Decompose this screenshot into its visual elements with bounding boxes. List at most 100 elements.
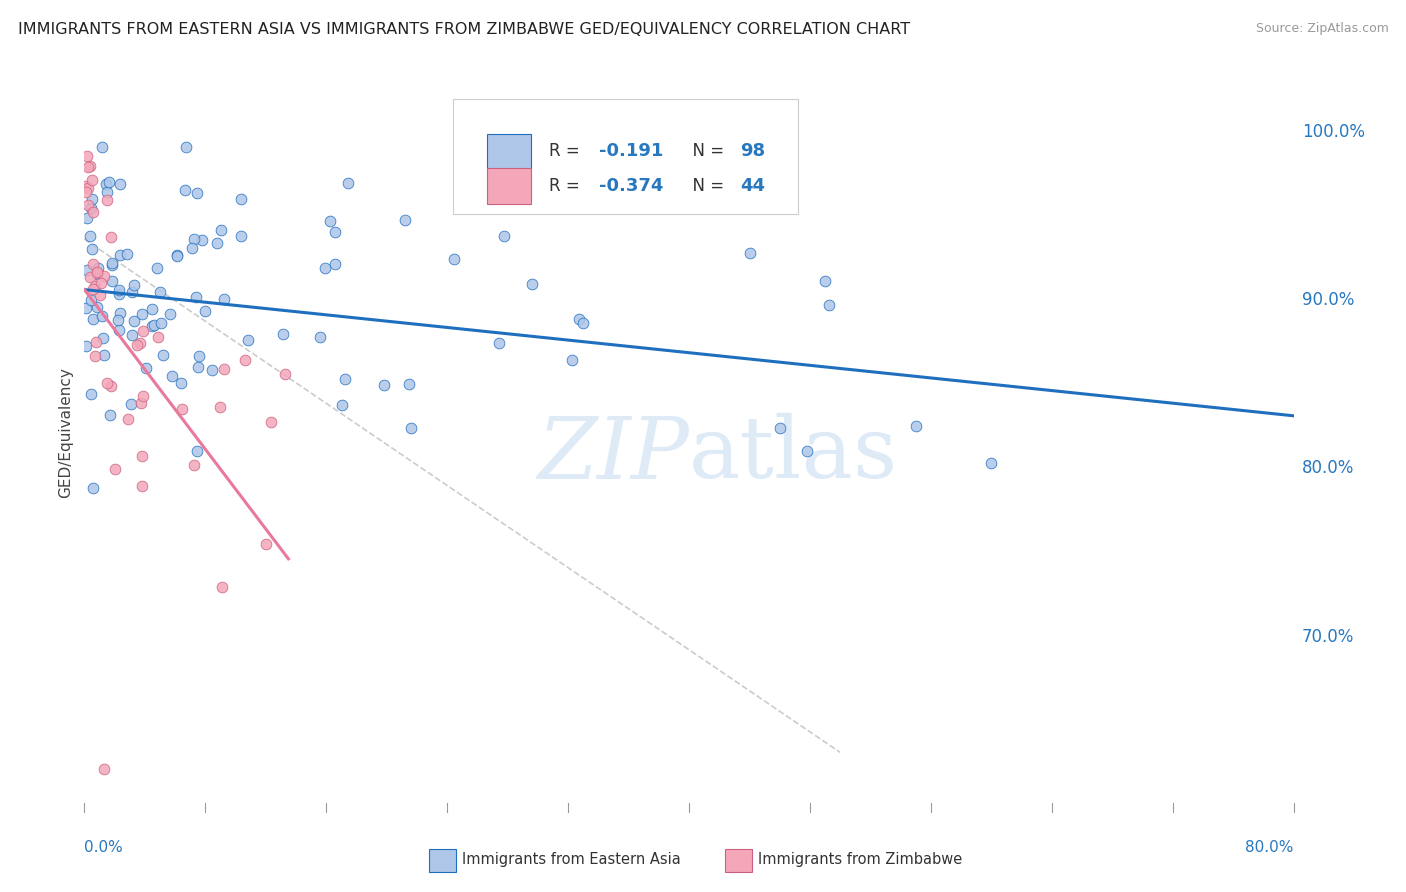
Point [166,248,188,262]
Text: IMMIGRANTS FROM EASTERN ASIA VS IMMIGRANTS FROM ZIMBABWE GED/EQUIVALENCY CORRELA: IMMIGRANTS FROM EASTERN ASIA VS IMMIGRAN… [18,22,911,37]
Point [394,213,416,227]
Point [904,419,927,434]
Point [152,348,174,362]
Point [738,245,761,260]
Point [93,268,115,283]
Point [94,178,117,192]
Point [76,149,98,163]
Point [75,339,97,353]
Point [201,363,224,377]
Y-axis label: GED/Equivalency: GED/Equivalency [58,368,73,498]
Text: N =: N = [682,143,730,161]
Point [83,349,105,363]
Point [572,316,595,330]
Point [235,352,257,367]
Point [77,198,100,212]
Point [129,336,152,351]
Point [75,185,97,199]
Point [274,367,297,381]
Text: atlas: atlas [689,413,898,497]
Point [186,186,208,200]
Point [93,762,115,776]
Point [568,311,591,326]
Point [93,348,115,362]
Point [131,307,153,321]
Point [209,401,232,415]
Point [91,331,114,345]
Point [131,449,153,463]
Point [96,194,118,208]
Point [135,360,157,375]
Point [76,263,98,277]
Point [86,300,108,314]
Point [183,458,205,473]
Point [212,293,235,307]
FancyBboxPatch shape [429,849,456,871]
Point [79,228,101,243]
Point [131,479,153,493]
Point [108,283,131,297]
Point [90,309,112,323]
Point [96,376,118,390]
Point [122,278,145,293]
Point [398,377,420,392]
Point [492,229,515,244]
Point [117,412,139,426]
Point [90,277,112,291]
Point [98,409,121,423]
FancyBboxPatch shape [725,849,752,871]
Point [132,389,155,403]
Point [174,139,197,153]
Point [211,580,233,594]
Point [96,185,118,199]
Point [82,282,104,296]
Point [100,256,122,270]
Text: R =: R = [548,143,585,161]
Point [170,376,193,390]
Point [79,159,101,173]
Point [330,398,353,412]
Point [146,260,169,275]
Point [231,192,253,206]
Point [86,267,108,281]
Point [818,298,841,312]
Point [108,306,131,320]
Point [236,333,259,347]
Point [399,421,422,435]
Point [160,369,183,384]
Point [184,290,207,304]
Point [271,326,294,341]
Point [146,330,169,344]
Text: 0.0%: 0.0% [84,840,124,855]
Point [172,402,194,417]
Text: Source: ZipAtlas.com: Source: ZipAtlas.com [1256,22,1389,36]
Point [323,225,346,239]
Text: ZIP: ZIP [537,414,689,496]
Point [141,318,163,333]
Point [97,175,120,189]
Point [174,183,197,197]
Point [211,223,233,237]
Point [150,316,173,330]
Point [115,247,138,261]
Point [80,293,103,307]
Text: Immigrants from Eastern Asia: Immigrants from Eastern Asia [461,853,681,867]
Point [82,204,104,219]
Point [520,277,543,292]
Point [108,287,131,301]
Point [488,336,510,351]
Text: 44: 44 [740,178,765,195]
Point [191,233,214,247]
Point [314,261,336,276]
Text: 98: 98 [740,143,765,161]
Point [75,179,97,194]
Point [82,257,104,271]
FancyBboxPatch shape [486,134,530,169]
Point [143,318,166,333]
Point [108,178,131,192]
Point [107,312,129,326]
Point [101,258,124,272]
Point [561,352,583,367]
Point [769,421,792,435]
Point [103,461,125,475]
